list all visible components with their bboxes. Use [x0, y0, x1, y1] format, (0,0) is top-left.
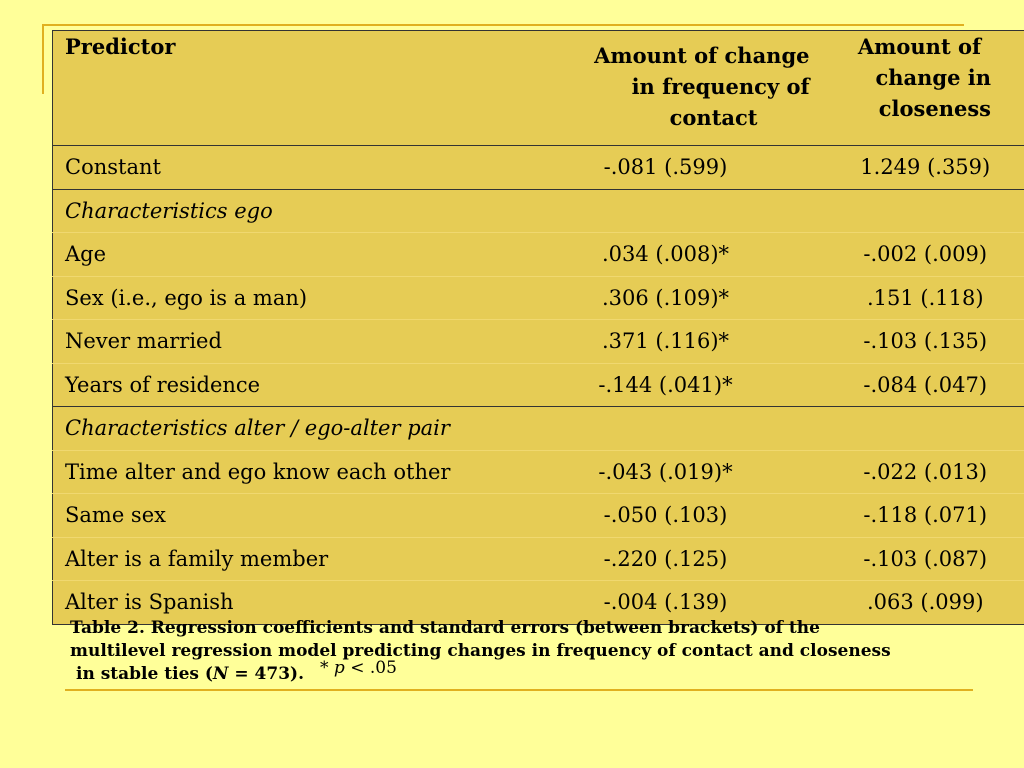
header-closeness: Amount of change in closeness: [819, 30, 1024, 146]
section-label: Characteristics ego: [52, 188, 508, 233]
table-row: Alter is a family member -.220 (.125) -.…: [52, 536, 1024, 581]
decorative-bottom-line: [65, 689, 973, 691]
table-row: Alter is Spanish -.004 (.139) .063 (.099…: [52, 580, 1024, 624]
row-closeness-value: -.084 (.047): [819, 362, 1024, 407]
row-closeness-value: -.103 (.135): [819, 319, 1024, 363]
significance-threshold: < .05: [344, 658, 397, 678]
caption-text: = 473).: [228, 664, 304, 684]
row-label: Alter is a family member: [52, 536, 508, 581]
header-frequency: Amount of change in frequency of contact: [507, 30, 820, 146]
caption-n: N: [212, 664, 229, 684]
decorative-top-line: [42, 24, 964, 26]
row-label: Same sex: [52, 493, 508, 537]
section-label: Characteristics alter / ego-alter pair: [52, 406, 508, 450]
table-row-constant: Constant -.081 (.599) 1.249 (.359): [52, 145, 1024, 190]
row-frequency-value: -.220 (.125): [507, 536, 820, 581]
row-frequency-value: -.043 (.019)*: [507, 449, 820, 494]
row-closeness-value: 1.249 (.359): [819, 145, 1024, 190]
row-frequency-value: .034 (.008)*: [507, 232, 820, 276]
table-row: Years of residence -.144 (.041)* -.084 (…: [52, 362, 1024, 407]
row-frequency-value: -.050 (.103): [507, 493, 820, 537]
table-row: Never married .371 (.116)* -.103 (.135): [52, 319, 1024, 363]
significance-note: * p < .05: [320, 658, 397, 678]
header-predictor: Predictor: [52, 30, 508, 146]
header-closeness-line: Amount of: [857, 34, 981, 59]
table-header-row: Predictor Amount of change in frequency …: [52, 30, 1024, 146]
caption-line: multilevel regression model predicting c…: [70, 641, 891, 661]
header-closeness-line: closeness: [878, 96, 991, 121]
row-closeness-value: -.022 (.013): [819, 449, 1024, 494]
row-label: Age: [52, 232, 508, 276]
table-row: Sex (i.e., ego is a man) .306 (.109)* .1…: [52, 275, 1024, 320]
row-frequency-value: .371 (.116)*: [507, 319, 820, 363]
table-row: Age .034 (.008)* -.002 (.009): [52, 232, 1024, 276]
row-label: Never married: [52, 319, 508, 363]
caption-line: in stable ties (N = 473).: [70, 663, 970, 686]
row-label: Time alter and ego know each other: [52, 449, 508, 494]
row-frequency-value: -.081 (.599): [507, 145, 820, 190]
caption-line: Table 2. Regression coefficients and sta…: [70, 618, 820, 638]
significance-star: *: [320, 658, 334, 678]
header-frequency-line: contact: [669, 105, 758, 130]
row-closeness-value: -.002 (.009): [819, 232, 1024, 276]
header-frequency-line: in frequency of: [631, 74, 810, 99]
row-closeness-value: .063 (.099): [819, 580, 1024, 624]
section-header-ego: Characteristics ego: [52, 188, 1024, 233]
row-closeness-value: -.103 (.087): [819, 536, 1024, 581]
row-frequency-value: -.144 (.041)*: [507, 362, 820, 407]
header-closeness-line: change in: [875, 65, 991, 90]
significance-p: p: [333, 658, 345, 678]
decorative-left-line: [42, 24, 44, 94]
caption-text: in stable ties (: [76, 664, 213, 684]
row-label: Sex (i.e., ego is a man): [52, 275, 508, 320]
row-label: Alter is Spanish: [52, 580, 508, 624]
row-closeness-value: .151 (.118): [819, 275, 1024, 320]
table-row: Time alter and ego know each other -.043…: [52, 449, 1024, 494]
row-closeness-value: -.118 (.071): [819, 493, 1024, 537]
table-row: Same sex -.050 (.103) -.118 (.071): [52, 493, 1024, 537]
section-header-alter: Characteristics alter / ego-alter pair: [52, 406, 1024, 450]
table-caption: Table 2. Regression coefficients and sta…: [70, 617, 970, 686]
row-label: Constant: [52, 145, 508, 190]
regression-table: Predictor Amount of change in frequency …: [52, 30, 1024, 625]
row-frequency-value: -.004 (.139): [507, 580, 820, 624]
row-label: Years of residence: [52, 362, 508, 407]
header-frequency-line: Amount of change: [594, 43, 810, 68]
row-frequency-value: .306 (.109)*: [507, 275, 820, 320]
